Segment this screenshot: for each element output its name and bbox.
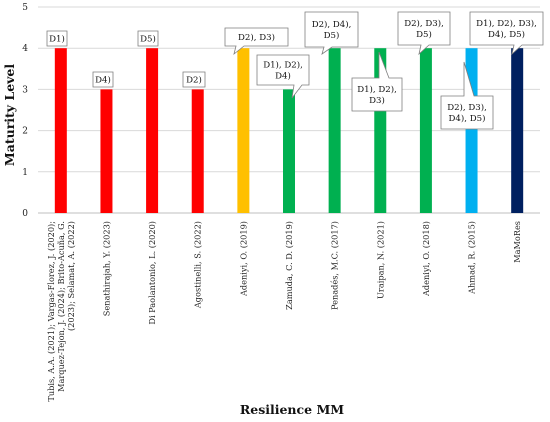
callout-box bbox=[351, 51, 403, 112]
x-category-line: Ahmad, R. (2015) bbox=[467, 221, 477, 295]
x-category-label: Penadés, M.C. (2017) bbox=[330, 221, 340, 310]
callout-box bbox=[440, 61, 494, 130]
y-tick-labels: 0 1 2 3 4 5 bbox=[22, 3, 28, 219]
callout-box bbox=[92, 71, 114, 88]
y-tick-label: 3 bbox=[22, 85, 28, 95]
data-callout: D2), D3),D4), D5) bbox=[440, 61, 494, 130]
y-tick-label: 4 bbox=[22, 44, 28, 54]
y-axis-title: Maturity Level bbox=[2, 64, 17, 166]
data-callout: D4) bbox=[92, 71, 114, 88]
y-tick-label: 1 bbox=[22, 168, 28, 178]
callout-label: D2) bbox=[186, 75, 202, 86]
callout-label: D1) bbox=[49, 34, 65, 45]
x-category-line: Adeniyi, O. (2018) bbox=[421, 221, 431, 297]
data-callout: D2), D3) bbox=[224, 27, 289, 56]
callout-box bbox=[397, 11, 451, 56]
callout-label: D4), D5) bbox=[488, 29, 525, 40]
callout-label: D1), D2), D3), bbox=[476, 18, 537, 29]
callout-label: D4), D5) bbox=[449, 113, 486, 124]
bar bbox=[511, 48, 524, 214]
callout-label: D1), D2), bbox=[263, 60, 303, 71]
x-category-line: Adeniyi, O. (2019) bbox=[238, 221, 248, 297]
data-callout: D1) bbox=[46, 30, 68, 47]
callout-label: D2), D3) bbox=[238, 32, 275, 43]
callout-box bbox=[182, 71, 206, 88]
x-category-label: Adeniyi, O. (2019) bbox=[238, 221, 248, 297]
bar bbox=[237, 48, 250, 214]
bar bbox=[419, 48, 432, 214]
callout-label: D2), D4), bbox=[312, 19, 352, 30]
x-category-line: Uraipan, N. (2021) bbox=[375, 221, 385, 299]
data-callout: D5) bbox=[137, 30, 159, 47]
callout-label: D4) bbox=[95, 75, 111, 86]
callout-label: D5) bbox=[416, 29, 432, 40]
x-category-line: Senathirajah, Y. (2023) bbox=[101, 221, 111, 316]
bar bbox=[146, 48, 159, 214]
callout-box bbox=[224, 27, 289, 56]
callout-label: D4) bbox=[275, 71, 291, 82]
x-category-labels: Tubis, A.A. (2021); Vargas-Florez, J. (2… bbox=[46, 221, 522, 402]
x-category-line: MaMoRes bbox=[512, 221, 522, 263]
x-category-line: Agostinelli, S. (2022) bbox=[193, 221, 203, 309]
callout-box bbox=[46, 30, 68, 47]
data-callout: D1), D2),D4) bbox=[256, 54, 310, 99]
x-category-label: Zamuda, C. D. (2019) bbox=[284, 221, 294, 310]
x-category-label: Senathirajah, Y. (2023) bbox=[101, 221, 111, 316]
callout-label: D3) bbox=[369, 95, 385, 106]
x-category-label: Adeniyi, O. (2018) bbox=[421, 221, 431, 297]
x-category-line: Tubis, A.A. (2021); Vargas-Florez, J. (2… bbox=[46, 221, 56, 402]
callout-box bbox=[469, 11, 544, 56]
callout-box bbox=[304, 11, 359, 55]
y-tick-label: 2 bbox=[22, 127, 28, 137]
x-category-line: Zamuda, C. D. (2019) bbox=[284, 221, 294, 310]
callout-label: D1), D2), bbox=[357, 84, 397, 95]
data-callout: D2) bbox=[182, 71, 206, 88]
y-tick-label: 5 bbox=[22, 3, 28, 13]
x-category-label: Tubis, A.A. (2021); Vargas-Florez, J. (2… bbox=[46, 221, 76, 402]
callout-label: D2), D3), bbox=[404, 18, 444, 29]
x-category-line: (2023); Selamat, A. (2022) bbox=[66, 221, 76, 331]
data-callout: D1), D2), D3),D4), D5) bbox=[469, 11, 544, 56]
x-category-line: Marquez-Tejon, J. (2024); Brito-Acuña, G… bbox=[56, 221, 66, 392]
data-callout: D2), D3),D5) bbox=[397, 11, 451, 56]
callout-label: D5) bbox=[140, 34, 156, 45]
bar bbox=[191, 89, 204, 213]
bar bbox=[100, 89, 113, 213]
callout-label: D2), D3), bbox=[447, 102, 487, 113]
bar bbox=[328, 48, 341, 214]
x-category-label: Di Paolantonio, L. (2020) bbox=[147, 221, 157, 325]
data-callout: D2), D4),D5) bbox=[304, 11, 359, 55]
x-axis-title: Resilience MM bbox=[240, 402, 344, 417]
callout-box bbox=[256, 54, 310, 99]
callout-box bbox=[137, 30, 159, 47]
bars bbox=[54, 48, 524, 214]
x-category-label: MaMoRes bbox=[512, 221, 522, 263]
x-category-line: Penadés, M.C. (2017) bbox=[330, 221, 340, 310]
x-category-label: Ahmad, R. (2015) bbox=[467, 221, 477, 295]
data-callout: D1), D2),D3) bbox=[351, 51, 403, 112]
bar bbox=[54, 48, 67, 214]
callouts: D1)D4)D5)D2)D2), D3)D1), D2),D4)D2), D4)… bbox=[46, 11, 544, 130]
bar bbox=[283, 89, 295, 213]
x-category-label: Uraipan, N. (2021) bbox=[375, 221, 385, 299]
x-category-label: Agostinelli, S. (2022) bbox=[193, 221, 203, 309]
x-category-line: Di Paolantonio, L. (2020) bbox=[147, 221, 157, 325]
callout-label: D5) bbox=[324, 30, 340, 41]
y-tick-label: 0 bbox=[22, 209, 28, 219]
